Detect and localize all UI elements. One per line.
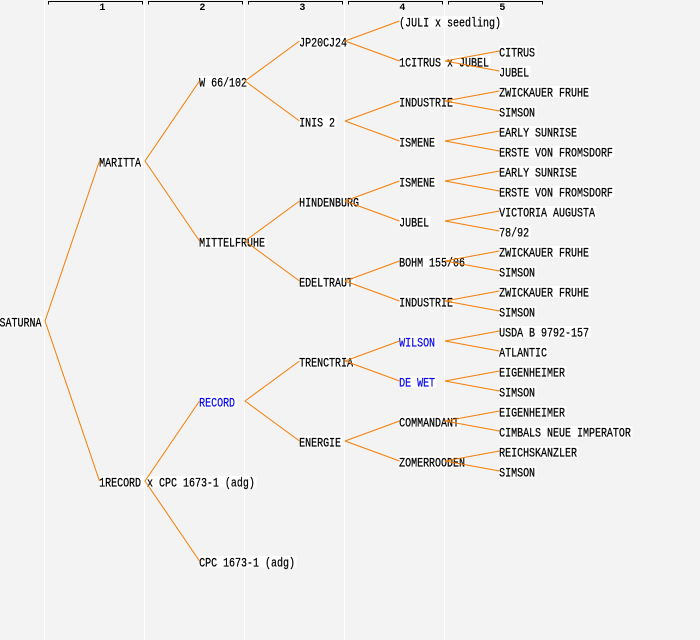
- svg-text:EIGENHEIMER: EIGENHEIMER: [499, 406, 565, 421]
- svg-text:SIMSON: SIMSON: [499, 266, 535, 281]
- svg-text:EDELTRAUT: EDELTRAUT: [299, 276, 353, 291]
- svg-text:78/92: 78/92: [499, 226, 529, 241]
- svg-text:REICHSKANZLER: REICHSKANZLER: [499, 446, 577, 461]
- svg-text:ZOMERROODEN: ZOMERROODEN: [399, 456, 465, 471]
- svg-text:SIMSON: SIMSON: [499, 386, 535, 401]
- svg-text:SATURNA: SATURNA: [0, 316, 41, 331]
- svg-text:USDA B 9792-157: USDA B 9792-157: [499, 326, 589, 341]
- svg-text:EARLY SUNRISE: EARLY SUNRISE: [499, 126, 577, 141]
- svg-text:JUBEL: JUBEL: [499, 66, 529, 81]
- svg-text:1RECORD x CPC 1673-1 (adg): 1RECORD x CPC 1673-1 (adg): [99, 476, 255, 491]
- svg-text:3: 3: [299, 3, 305, 14]
- svg-text:5: 5: [499, 3, 505, 14]
- svg-text:MARITTA: MARITTA: [99, 156, 141, 171]
- svg-text:SIMSON: SIMSON: [499, 306, 535, 321]
- svg-text:ZWICKAUER FRUHE: ZWICKAUER FRUHE: [499, 286, 589, 301]
- svg-text:ERSTE VON FROMSDORF: ERSTE VON FROMSDORF: [499, 146, 613, 161]
- svg-text:SIMSON: SIMSON: [499, 106, 535, 121]
- svg-text:INIS 2: INIS 2: [299, 116, 335, 131]
- svg-text:HINDENBURG: HINDENBURG: [299, 196, 359, 211]
- svg-text:BOHM 155/06: BOHM 155/06: [399, 256, 465, 271]
- svg-text:CPC 1673-1 (adg): CPC 1673-1 (adg): [199, 556, 295, 571]
- svg-text:4: 4: [399, 3, 405, 14]
- svg-text:JUBEL: JUBEL: [399, 216, 429, 231]
- svg-text:(JULI x seedling): (JULI x seedling): [399, 16, 501, 31]
- svg-text:ISMENE: ISMENE: [399, 176, 435, 191]
- svg-text:CIMBALS NEUE IMPERATOR: CIMBALS NEUE IMPERATOR: [499, 426, 631, 441]
- svg-text:EIGENHEIMER: EIGENHEIMER: [499, 366, 565, 381]
- svg-text:WILSON: WILSON: [399, 336, 435, 351]
- svg-text:ERSTE VON FROMSDORF: ERSTE VON FROMSDORF: [499, 186, 613, 201]
- svg-text:RECORD: RECORD: [199, 396, 235, 411]
- svg-text:W 66/102: W 66/102: [199, 76, 247, 91]
- svg-text:DE WET: DE WET: [399, 376, 435, 391]
- svg-text:ATLANTIC: ATLANTIC: [499, 346, 547, 361]
- svg-text:COMMANDANT: COMMANDANT: [399, 416, 459, 431]
- svg-text:MITTELFRUHE: MITTELFRUHE: [199, 236, 265, 251]
- svg-text:INDUSTRIE: INDUSTRIE: [399, 96, 453, 111]
- svg-text:ZWICKAUER FRUHE: ZWICKAUER FRUHE: [499, 86, 589, 101]
- svg-text:INDUSTRIE: INDUSTRIE: [399, 296, 453, 311]
- svg-text:EARLY SUNRISE: EARLY SUNRISE: [499, 166, 577, 181]
- svg-text:CITRUS: CITRUS: [499, 46, 535, 61]
- svg-text:2: 2: [199, 3, 205, 14]
- svg-text:1CITRUS x JUBEL: 1CITRUS x JUBEL: [399, 56, 489, 71]
- svg-text:TRENCTRIA: TRENCTRIA: [299, 356, 353, 371]
- svg-text:VICTORIA AUGUSTA: VICTORIA AUGUSTA: [499, 206, 595, 221]
- svg-text:JP20CJ24: JP20CJ24: [299, 36, 347, 51]
- svg-text:ISMENE: ISMENE: [399, 136, 435, 151]
- svg-text:ENERGIE: ENERGIE: [299, 436, 341, 451]
- svg-text:SIMSON: SIMSON: [499, 466, 535, 481]
- svg-text:1: 1: [99, 3, 105, 14]
- svg-text:ZWICKAUER FRUHE: ZWICKAUER FRUHE: [499, 246, 589, 261]
